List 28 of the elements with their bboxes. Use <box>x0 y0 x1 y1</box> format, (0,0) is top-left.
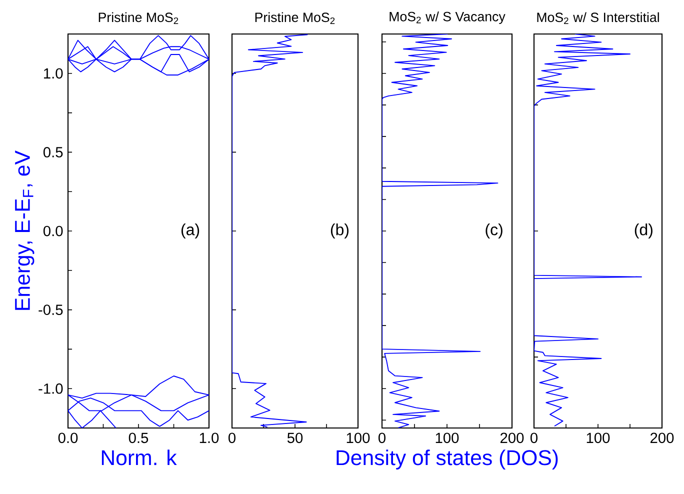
x-tick-label: 1.0 <box>200 432 219 444</box>
y-tick-label: 1.0 <box>44 68 63 79</box>
x-tick-label: 50 <box>287 432 303 444</box>
y-tick-label: 0.5 <box>43 147 63 158</box>
annotation: (a) <box>181 224 200 238</box>
x-tick-label: 0 <box>530 432 538 444</box>
x-tick-label: 0 <box>378 432 386 444</box>
chart-title: Pristine MoS$_{2}$ <box>98 12 178 24</box>
chart-title: MoS$_{2}$ w/ S Interstitial <box>537 12 659 24</box>
y-tick-label: -1.0 <box>38 383 63 394</box>
x-tick-label: 0.0 <box>58 432 78 444</box>
y-tick-label: 0.0 <box>43 226 63 236</box>
x-tick-label: 100 <box>436 432 459 444</box>
annotation: (d) <box>634 224 652 238</box>
x-axis-title: Norm. k <box>102 450 177 466</box>
chart-title: Pristine MoS$_{2}$ <box>255 12 335 24</box>
x-tick-label: 200 <box>500 432 524 444</box>
x-axis-title: Density of states (DOS) <box>336 450 558 470</box>
x-tick-label: 200 <box>650 432 674 444</box>
x-tick-label: 100 <box>346 432 370 444</box>
y-axis-title: Energy, E-E$_{F}$, eV <box>15 150 34 310</box>
annotation: (b) <box>330 224 349 238</box>
chart-title: MoS$_{2}$ w/ S Vacancy <box>390 12 506 24</box>
x-tick-label: 0.5 <box>128 432 148 444</box>
annotation: (c) <box>486 224 502 238</box>
x-tick-label: 0 <box>228 432 236 444</box>
x-tick-label: 100 <box>586 432 610 444</box>
y-tick-label: -0.5 <box>38 304 63 315</box>
